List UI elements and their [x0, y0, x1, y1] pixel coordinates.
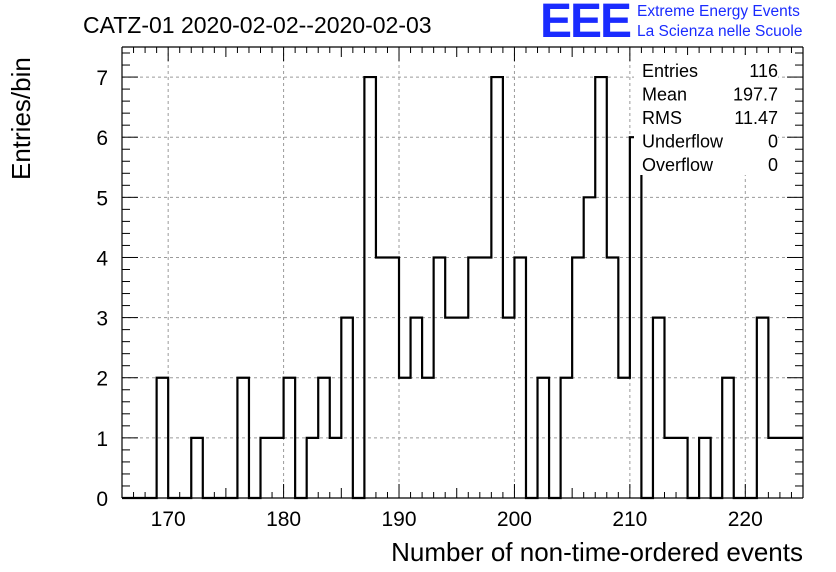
histogram-bin — [445, 318, 457, 498]
y-tick-label: 3 — [96, 308, 108, 331]
y-tick-label: 4 — [96, 247, 108, 270]
chart-title: CATZ-01 2020-02-02--2020-02-03 — [83, 12, 432, 38]
x-axis-label: Number of non-time-ordered events — [391, 537, 803, 567]
y-tick-label: 2 — [96, 368, 108, 391]
histogram-bin — [491, 77, 503, 498]
histogram-bin — [664, 438, 676, 498]
histogram-bin — [457, 318, 469, 498]
x-tick-label: 220 — [728, 508, 763, 531]
logo-letters: EEE — [540, 0, 632, 48]
histogram-bin — [191, 438, 203, 498]
logo-line-2: La Scienza nelle Scuole — [637, 23, 803, 40]
y-tick-label: 6 — [96, 127, 108, 150]
histogram-bin — [411, 318, 423, 498]
histogram-bin — [307, 438, 319, 498]
y-tick-label: 5 — [96, 187, 108, 210]
axes — [121, 46, 804, 499]
histogram-bin — [330, 438, 342, 498]
histogram-bin — [595, 77, 607, 498]
stats-value: 0 — [768, 132, 778, 152]
stats-label: Underflow — [642, 132, 724, 152]
x-tick-label: 210 — [612, 508, 647, 531]
histogram-bin — [780, 438, 792, 498]
stats-box: Entries 116 Mean 197.7 RMS 11.47 Underflow 0 Ove… — [634, 55, 778, 175]
y-axis-ticks: 0 1 2 3 4 5 6 7 — [96, 52, 803, 511]
y-axis-label: Entries/bin — [6, 57, 36, 180]
logo-caption: Extreme Energy Events La Scienza nelle S… — [637, 2, 802, 42]
histogram-bin — [791, 438, 803, 498]
histogram-bin — [676, 438, 688, 498]
x-tick-label: 190 — [381, 508, 416, 531]
histogram-bin — [768, 438, 780, 498]
histogram-bin — [699, 438, 711, 498]
stats-value: 0 — [768, 155, 778, 175]
stats-value: 11.47 — [734, 108, 778, 128]
y-tick-label: 1 — [96, 428, 108, 451]
y-tick-label: 0 — [96, 488, 108, 511]
histogram-bin — [584, 197, 596, 498]
logo-line-1: Extreme Energy Events — [637, 3, 800, 20]
histogram-bin — [503, 318, 515, 498]
stats-background — [634, 55, 778, 175]
histogram-bin — [757, 318, 769, 498]
stats-label: Overflow — [642, 155, 714, 175]
histogram-bin — [272, 438, 284, 498]
x-tick-label: 170 — [151, 508, 186, 531]
x-axis-ticks: 170 180 190 200 210 220 — [121, 47, 804, 531]
x-tick-label: 180 — [266, 508, 301, 531]
stats-value: 197.7 — [733, 85, 778, 105]
histogram-bin — [653, 318, 665, 498]
stats-label: Entries — [642, 61, 698, 81]
stats-value: 116 — [749, 61, 778, 81]
stats-label: RMS — [642, 108, 682, 128]
x-tick-label: 200 — [497, 508, 532, 531]
stats-label: Mean — [642, 85, 687, 105]
histogram-bin — [261, 438, 273, 498]
y-tick-label: 7 — [96, 67, 108, 90]
histogram-bin — [341, 318, 353, 498]
histogram-bin — [364, 77, 376, 498]
